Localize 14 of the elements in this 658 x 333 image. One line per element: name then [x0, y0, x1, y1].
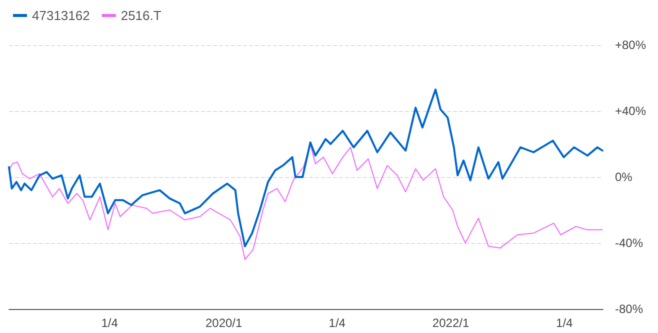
- x-tick-label: 2020/1: [205, 316, 242, 330]
- line-series: [8, 88, 604, 248]
- x-tick-label: 1/4: [328, 316, 346, 330]
- legend-label: 47313162: [32, 8, 90, 23]
- y-tick-label: +80%: [615, 38, 646, 52]
- legend-label: 2516.T: [120, 8, 162, 23]
- y-tick-label: 0%: [615, 170, 633, 184]
- line-series: [8, 144, 603, 260]
- y-tick-label: +40%: [615, 104, 646, 118]
- y-tick-label: -40%: [615, 236, 644, 250]
- x-tick-label: 1/4: [556, 316, 574, 330]
- x-tick-label: 2022/1: [432, 316, 470, 330]
- x-tick-label: 1/4: [101, 316, 118, 330]
- y-tick-label: -80%: [615, 302, 644, 316]
